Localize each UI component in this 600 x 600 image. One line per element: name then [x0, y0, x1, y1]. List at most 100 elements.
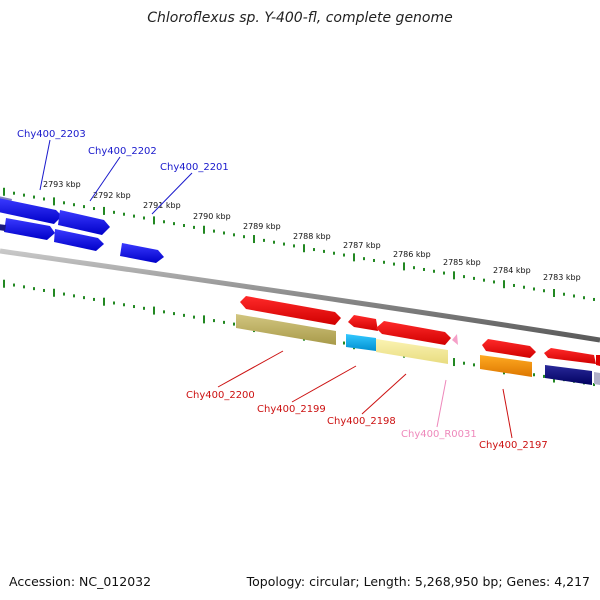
minor-tick [213, 319, 215, 323]
minor-tick [113, 210, 115, 214]
minor-tick [183, 224, 185, 228]
kbp-label: 2783 kbp [543, 273, 581, 282]
minor-tick [513, 283, 515, 287]
minor-tick [163, 220, 165, 224]
minor-tick [473, 276, 475, 280]
leader-line [39, 139, 51, 191]
gene-arrow-reverse[interactable] [545, 365, 592, 385]
major-tick [553, 288, 555, 297]
gene-arrow-reverse[interactable] [236, 314, 336, 345]
kbp-scale-labels: 2793 kbp 2792 kbp 2791 kbp 2790 kbp 2789… [43, 180, 581, 282]
gene-arrow-forward[interactable] [4, 218, 55, 240]
kbp-label: 2789 kbp [243, 222, 281, 231]
minor-tick [63, 201, 65, 205]
genome-title: Chloroflexus sp. Y-400-fl, complete geno… [147, 10, 453, 26]
major-tick [103, 206, 105, 215]
minor-tick [433, 269, 435, 273]
minor-tick [273, 240, 275, 244]
minor-tick [543, 374, 545, 378]
gene-arrow-forward[interactable] [0, 224, 6, 231]
major-tick [503, 280, 505, 289]
minor-tick [63, 292, 65, 296]
minor-tick [173, 312, 175, 316]
gene-label[interactable]: Chy400_R0031 [401, 429, 477, 440]
gene-arrow-forward[interactable] [482, 339, 536, 358]
gene-arrow-forward[interactable] [376, 321, 451, 345]
major-tick [203, 225, 205, 234]
gene-arrow-forward[interactable] [0, 198, 62, 224]
major-tick [453, 271, 455, 280]
minor-tick [93, 297, 95, 301]
gene-label[interactable]: Chy400_2200 [186, 390, 255, 401]
top-strand-genes [0, 196, 164, 263]
genome-summary-text: Topology: circular; Length: 5,268,950 bp… [246, 574, 590, 589]
gene-arrow-reverse[interactable] [594, 372, 600, 385]
gene-arrow-reverse[interactable] [480, 355, 532, 377]
gene-label[interactable]: Chy400_2197 [479, 440, 548, 451]
major-tick [153, 216, 155, 225]
minor-tick [33, 287, 35, 291]
gene-arrow-forward[interactable] [240, 296, 341, 325]
minor-tick [593, 383, 595, 387]
gene-arrow-forward[interactable] [58, 210, 110, 235]
kbp-label: 2787 kbp [343, 241, 381, 250]
gene-label[interactable]: Chy400_2202 [88, 146, 157, 157]
minor-tick [413, 266, 415, 270]
major-tick [353, 253, 355, 262]
minor-tick [343, 341, 345, 345]
minor-tick [113, 301, 115, 305]
minor-tick [143, 216, 145, 220]
gene-arrow-forward[interactable] [596, 355, 600, 366]
minor-tick [323, 249, 325, 253]
minor-tick [23, 193, 25, 197]
gene-arrow-reverse[interactable] [346, 334, 376, 351]
minor-tick [333, 251, 335, 255]
major-tick [3, 187, 5, 196]
major-tick [53, 288, 55, 297]
rna-gene-marker[interactable] [452, 334, 458, 345]
minor-tick [163, 310, 165, 314]
kbp-label: 2793 kbp [43, 180, 81, 189]
minor-tick [193, 315, 195, 319]
minor-tick [213, 229, 215, 233]
major-tick [103, 297, 105, 306]
minor-tick [183, 313, 185, 317]
gene-arrow-forward[interactable] [54, 229, 104, 251]
minor-tick [133, 305, 135, 309]
gene-arrow-forward[interactable] [120, 243, 164, 263]
leader-line [151, 172, 193, 215]
leader-line [361, 373, 407, 415]
kbp-label: 2786 kbp [393, 250, 431, 259]
minor-tick [443, 271, 445, 275]
minor-tick [473, 363, 475, 367]
gene-arrow-forward[interactable] [348, 315, 378, 331]
minor-tick [83, 296, 85, 300]
leader-lines [39, 139, 513, 439]
minor-tick [543, 289, 545, 293]
minor-tick [83, 205, 85, 209]
gene-labels: Chy400_2203 Chy400_2202 Chy400_2201 Chy4… [17, 129, 548, 451]
minor-tick [293, 244, 295, 248]
minor-tick [23, 285, 25, 289]
minor-tick [223, 231, 225, 235]
minor-tick [493, 280, 495, 284]
gene-arrow-reverse[interactable] [376, 339, 448, 364]
leader-line [89, 156, 121, 202]
minor-tick [123, 303, 125, 307]
minor-tick [463, 361, 465, 365]
gene-label[interactable]: Chy400_2203 [17, 129, 86, 140]
minor-tick [363, 257, 365, 261]
kbp-label: 2791 kbp [143, 201, 181, 210]
minor-tick [123, 212, 125, 216]
gene-label[interactable]: Chy400_2201 [160, 162, 229, 173]
gene-label[interactable]: Chy400_2199 [257, 404, 326, 415]
kbp-label: 2792 kbp [93, 191, 131, 200]
gene-label[interactable]: Chy400_2198 [327, 416, 396, 427]
minor-tick [523, 285, 525, 289]
minor-tick [193, 225, 195, 229]
leader-line [217, 350, 284, 388]
minor-tick [33, 195, 35, 199]
major-tick [53, 197, 55, 206]
gene-arrow-forward[interactable] [544, 348, 596, 364]
